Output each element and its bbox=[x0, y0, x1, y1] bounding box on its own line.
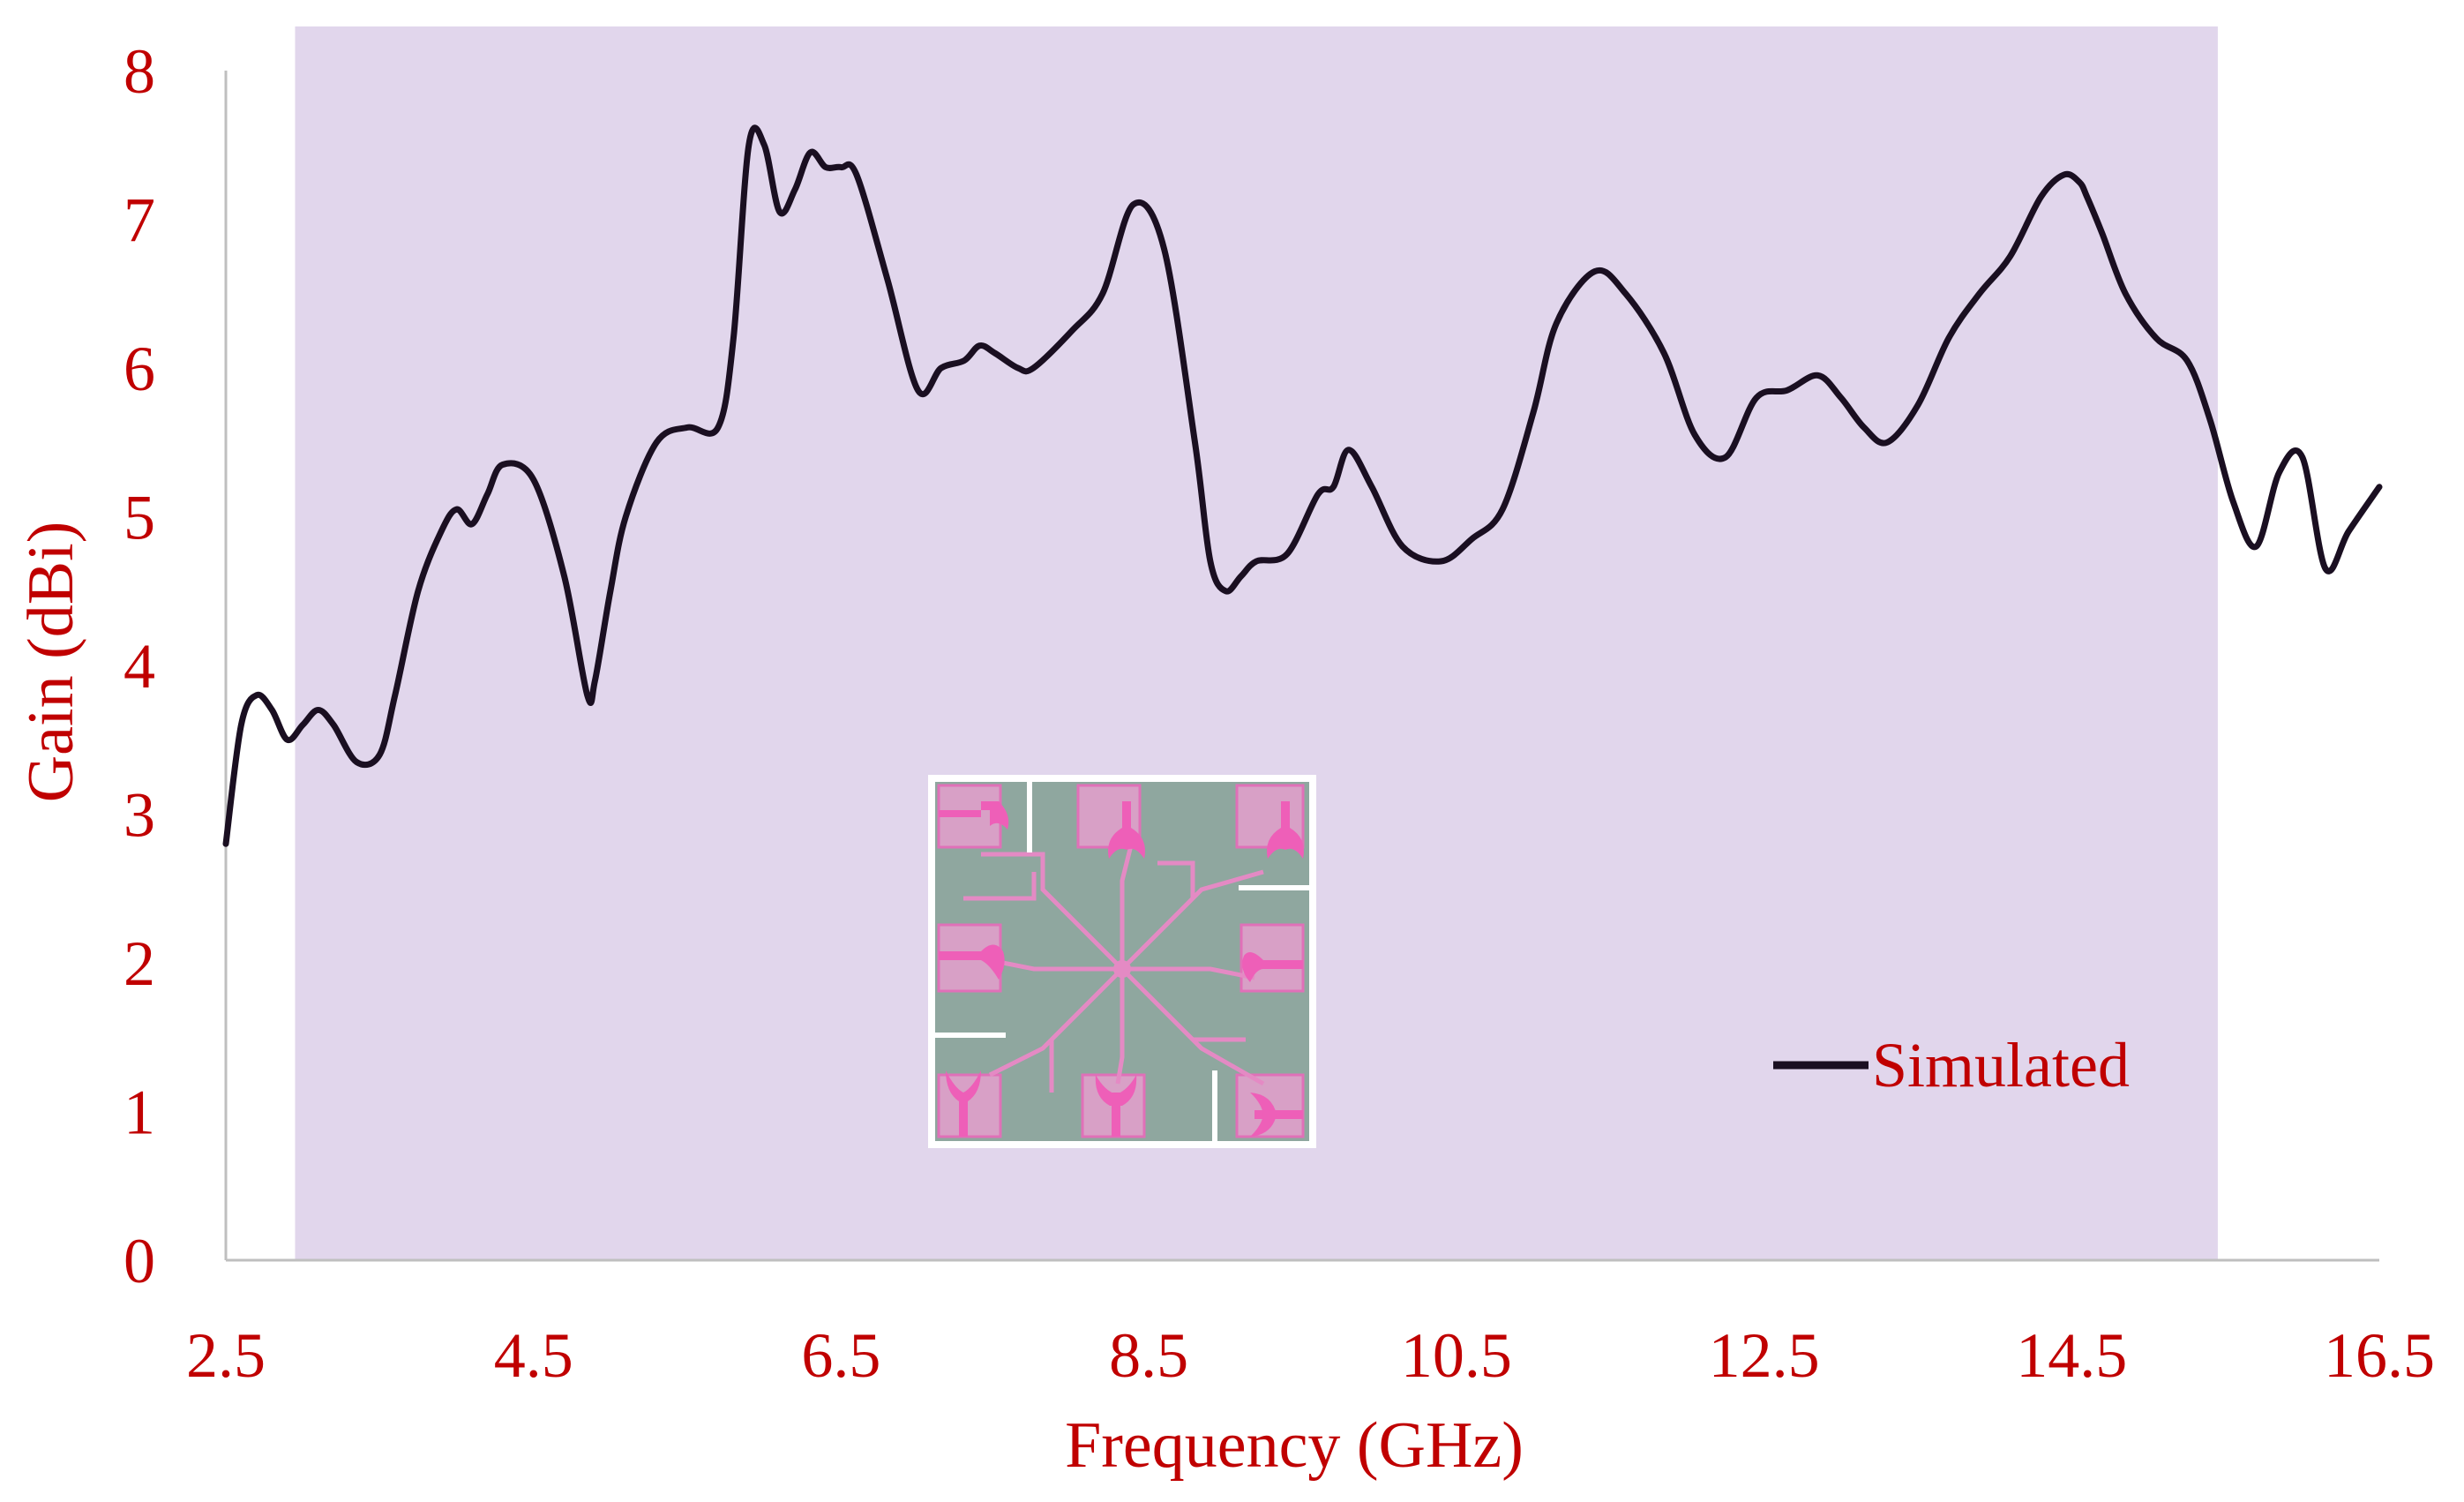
x-tick-label: 14.5 bbox=[2016, 1320, 2127, 1391]
y-tick-label: 4 bbox=[124, 631, 155, 702]
y-tick-label: 3 bbox=[124, 780, 155, 851]
x-tick-labels: 2.5 4.5 6.5 8.5 10.5 12.5 14.5 16.5 bbox=[186, 1320, 2435, 1391]
x-tick-label: 16.5 bbox=[2324, 1320, 2435, 1391]
x-tick-label: 10.5 bbox=[1401, 1320, 1512, 1391]
x-tick-label: 12.5 bbox=[1709, 1320, 1820, 1391]
y-tick-labels: 0 1 2 3 4 5 6 7 8 bbox=[124, 36, 155, 1296]
legend-label: Simulated bbox=[1872, 1030, 2130, 1100]
x-tick-label: 2.5 bbox=[186, 1320, 266, 1391]
y-axis-title: Gain (dBi) bbox=[15, 522, 87, 803]
simulated-gain-line bbox=[222, 124, 2383, 847]
y-tick-label: 6 bbox=[124, 334, 155, 404]
y-tick-label: 1 bbox=[124, 1078, 155, 1148]
antenna-array-inset-image bbox=[928, 775, 1316, 1148]
x-tick-label: 6.5 bbox=[801, 1320, 880, 1391]
y-tick-label: 0 bbox=[124, 1226, 155, 1296]
y-tick-label: 2 bbox=[124, 928, 155, 999]
x-axis-title: Frequency (GHz) bbox=[1065, 1409, 1524, 1482]
y-tick-label: 5 bbox=[124, 483, 155, 553]
legend: Simulated bbox=[1773, 1030, 2130, 1100]
x-tick-label: 4.5 bbox=[494, 1320, 573, 1391]
x-tick-label: 8.5 bbox=[1109, 1320, 1188, 1391]
y-tick-label: 8 bbox=[124, 36, 155, 107]
y-tick-label: 7 bbox=[124, 185, 155, 256]
